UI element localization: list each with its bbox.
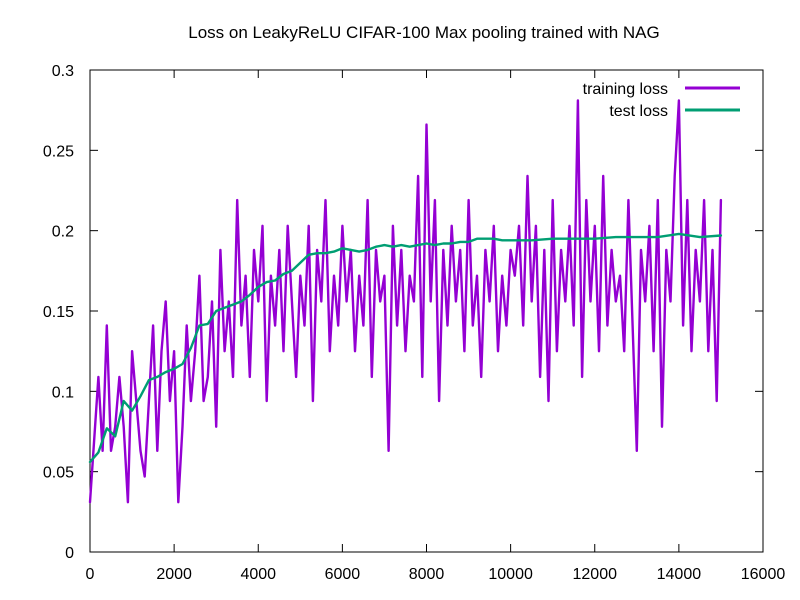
x-tick-label: 2000 bbox=[156, 566, 192, 583]
y-tick-label: 0.1 bbox=[52, 384, 74, 401]
x-tick-label: 4000 bbox=[240, 566, 276, 583]
y-tick-label: 0.25 bbox=[43, 143, 74, 160]
y-tick-label: 0.15 bbox=[43, 304, 74, 321]
x-tick-label: 10000 bbox=[488, 566, 533, 583]
legend-label-training-loss: training loss bbox=[583, 81, 668, 98]
x-tick-label: 6000 bbox=[325, 566, 361, 583]
series-layer bbox=[88, 99, 723, 504]
y-tick-label: 0 bbox=[65, 545, 74, 562]
legend-label-test-loss: test loss bbox=[609, 103, 668, 120]
training-loss-series-line bbox=[88, 99, 723, 504]
x-tick-label: 14000 bbox=[657, 566, 702, 583]
x-tick-label: 0 bbox=[86, 566, 95, 583]
y-axis: 0 0.05 0.1 0.15 0.2 0.25 0.3 bbox=[43, 63, 763, 562]
y-tick-label: 0.3 bbox=[52, 63, 74, 80]
x-tick-label: 12000 bbox=[573, 566, 618, 583]
chart-title: Loss on LeakyReLU CIFAR-100 Max pooling … bbox=[188, 23, 660, 42]
y-tick-label: 0.2 bbox=[52, 224, 74, 241]
legend: training loss test loss bbox=[583, 81, 740, 120]
x-axis: 0 2000 4000 6000 8000 10000 12000 14000 16000 bbox=[86, 70, 786, 583]
x-tick-label: 8000 bbox=[409, 566, 445, 583]
y-tick-label: 0.05 bbox=[43, 465, 74, 482]
x-tick-label: 16000 bbox=[741, 566, 786, 583]
test-loss-series-line bbox=[88, 232, 723, 464]
